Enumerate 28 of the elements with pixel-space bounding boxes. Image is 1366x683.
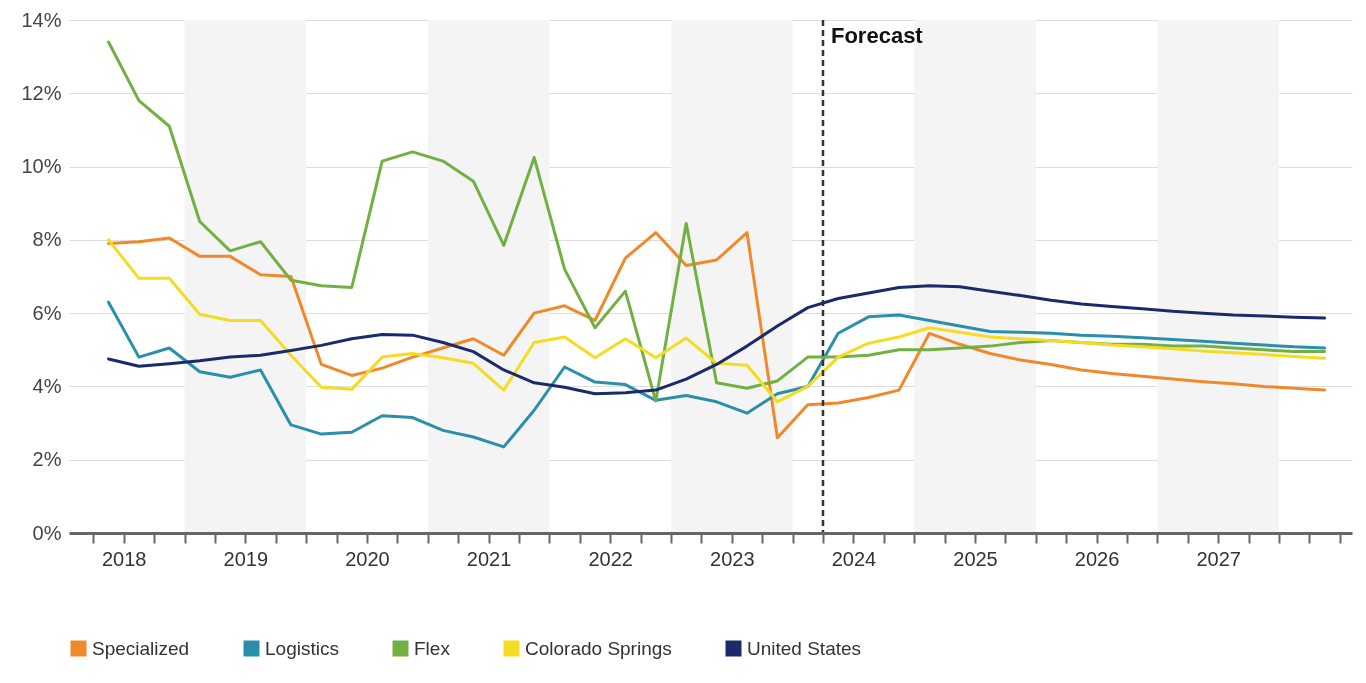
legend-label: Flex	[414, 637, 451, 659]
x-tick-label: 2019	[223, 547, 269, 570]
y-tick-label: 14%	[21, 8, 62, 31]
legend-label: Logistics	[265, 637, 339, 659]
x-tick-label: 2018	[101, 547, 147, 570]
x-tick-label: 2026	[1074, 547, 1120, 570]
legend-label: Specialized	[92, 637, 190, 659]
y-tick-label: 0%	[32, 521, 62, 544]
x-tick-label: 2022	[588, 547, 633, 570]
y-tick-label: 10%	[21, 155, 62, 178]
x-tick-label: 2023	[710, 547, 755, 570]
legend-label: United States	[747, 637, 862, 659]
y-tick-label: 8%	[32, 228, 62, 251]
y-tick-label: 12%	[21, 81, 62, 104]
line-series	[107, 300, 1327, 449]
line-series	[107, 284, 1327, 396]
x-tick-label: 2020	[345, 547, 390, 570]
y-tick-label: 2%	[32, 448, 62, 471]
line-series	[107, 231, 1327, 440]
x-tick-label: 2021	[466, 547, 512, 570]
x-tick-label: 2027	[1196, 547, 1241, 570]
legend-label: Colorado Springs	[525, 637, 672, 659]
y-tick-label: 6%	[32, 301, 62, 324]
y-tick-label: 4%	[32, 374, 62, 397]
x-tick-label: 2025	[953, 547, 998, 570]
x-tick-label: 2024	[831, 547, 877, 570]
ref-line-label: Forecast	[830, 23, 924, 48]
line-series	[107, 238, 1327, 404]
